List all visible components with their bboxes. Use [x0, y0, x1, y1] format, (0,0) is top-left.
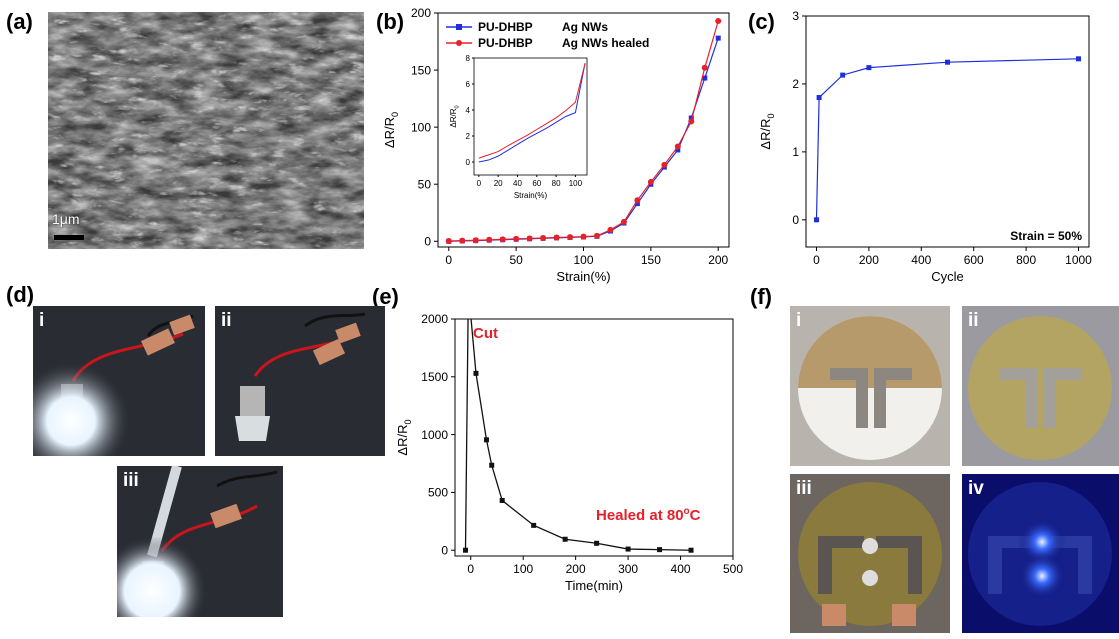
data-point: [702, 75, 708, 81]
legend-marker: [456, 40, 462, 46]
y-axis-label: ΔR/R0: [449, 105, 460, 127]
photo-label: i: [39, 310, 45, 331]
data-point: [634, 201, 640, 207]
data-point: [472, 237, 479, 244]
inset-x-tick-label: 100: [569, 179, 583, 188]
data-point: [567, 234, 574, 241]
led-photo-ii: ii: [215, 306, 385, 456]
circuit-photo-ii: ii: [962, 306, 1119, 466]
x-tick-label: 150: [641, 253, 661, 267]
photo-label: iv: [968, 478, 984, 499]
data-point: [674, 143, 681, 150]
y-axis-label: ΔR/R0: [382, 112, 400, 148]
legend-marker: [456, 24, 462, 30]
data-point: [715, 35, 721, 41]
inset-y-tick-label: 2: [466, 132, 471, 141]
panel-label-c: (c): [748, 9, 775, 34]
inset-y-tick-label: 6: [466, 80, 471, 89]
inset-y-tick-label: 0: [466, 158, 471, 167]
legend-label: PU-DHBP: [478, 20, 533, 34]
photo-label: iii: [123, 470, 139, 491]
legend-label: PU-DHBP: [478, 36, 533, 50]
inset-x-tick-label: 20: [494, 179, 503, 188]
data-point: [513, 235, 520, 242]
data-point: [620, 218, 627, 225]
panel-label-e: (e): [372, 284, 399, 309]
data-point: [445, 237, 452, 244]
x-tick-label: 100: [573, 253, 593, 267]
photo-label: i: [796, 310, 802, 331]
data-point: [647, 178, 654, 185]
sem-image: 1μm: [48, 12, 364, 249]
data-point: [675, 147, 681, 153]
x-tick-label: 50: [509, 253, 523, 267]
inset-x-tick-label: 80: [552, 179, 561, 188]
data-point: [607, 226, 614, 233]
inset-series-line: [478, 63, 586, 159]
panel-label-d: (d): [6, 282, 35, 307]
y-tick-label: 150: [411, 63, 431, 77]
led-photo-iii: iii: [117, 466, 283, 617]
x-tick-label: 0: [445, 253, 452, 267]
circuit-photo-iv: iv: [962, 474, 1119, 633]
photo-label: ii: [221, 310, 232, 331]
circuit-photo-iii: iii: [790, 474, 950, 633]
data-point: [486, 236, 493, 243]
data-point: [661, 161, 668, 168]
panel-label-f: (f): [750, 284, 772, 309]
data-point: [580, 233, 587, 240]
scale-bar-label: 1μm: [52, 211, 80, 227]
x-axis-label: Strain(%): [556, 269, 610, 284]
inset-series-line: [478, 63, 586, 163]
data-point: [688, 118, 695, 125]
y-tick-label: 0: [424, 234, 431, 248]
data-point: [593, 232, 600, 239]
y-tick-label: 200: [411, 6, 431, 20]
legend-label: Ag NWs: [562, 20, 608, 34]
data-point: [553, 234, 560, 241]
y-tick-label: 100: [411, 120, 431, 134]
led-photo-i: i: [33, 306, 205, 456]
legend-label: Ag NWs healed: [562, 36, 649, 50]
inset-x-tick-label: 60: [532, 179, 541, 188]
photo-label: ii: [968, 310, 979, 331]
data-point: [526, 235, 533, 242]
inset-x-tick-label: 40: [513, 179, 522, 188]
data-point: [540, 234, 547, 241]
inset-x-tick-label: 0: [477, 179, 482, 188]
inset-y-tick-label: 4: [466, 106, 471, 115]
circuit-photo-i: i: [790, 306, 950, 466]
data-point: [459, 237, 466, 244]
data-point: [715, 17, 722, 24]
data-point: [499, 236, 506, 243]
y-tick-label: 50: [418, 177, 432, 191]
inset-x-axis-label: Strain(%): [514, 191, 548, 200]
x-tick-label: 200: [708, 253, 728, 267]
inset-frame: [473, 57, 588, 176]
photo-label: iii: [796, 478, 812, 499]
panel-label-a: (a): [6, 9, 33, 34]
data-point: [701, 64, 708, 71]
inset-y-tick-label: 8: [466, 54, 471, 63]
panel-label-b: (b): [376, 9, 405, 34]
data-point: [634, 197, 641, 204]
data-point: [688, 115, 694, 121]
